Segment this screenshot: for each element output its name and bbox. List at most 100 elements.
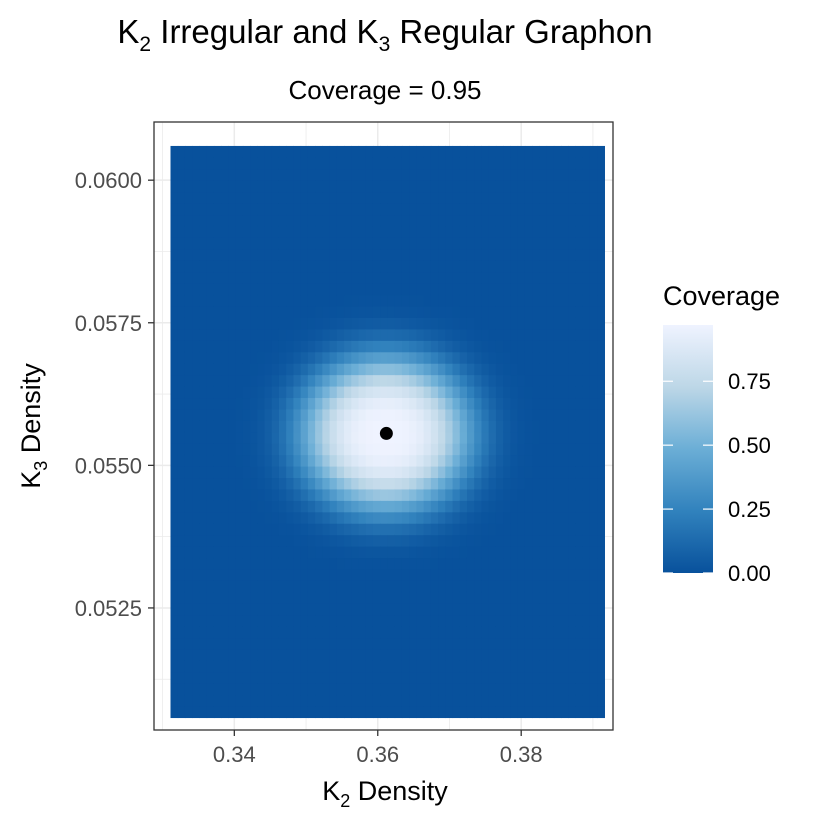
- heatmap-tile: [532, 157, 540, 170]
- heatmap-tile: [329, 283, 338, 296]
- heatmap-tile: [409, 408, 417, 421]
- heatmap-tile: [582, 443, 591, 456]
- heatmap-tile: [221, 237, 229, 250]
- heatmap-tile: [228, 683, 237, 696]
- heatmap-tile: [524, 283, 533, 296]
- heatmap-tile: [481, 511, 490, 524]
- heatmap-tile: [546, 385, 555, 399]
- heatmap-tile: [423, 225, 432, 238]
- heatmap-tile: [423, 305, 432, 318]
- heatmap-tile: [401, 340, 410, 353]
- heatmap-tile: [286, 145, 295, 158]
- heatmap-tile: [271, 488, 280, 501]
- heatmap-tile: [170, 397, 179, 410]
- heatmap-tile: [228, 523, 237, 536]
- heatmap-tile: [315, 351, 323, 364]
- heatmap-tile: [235, 443, 244, 456]
- heatmap-tile: [510, 511, 519, 524]
- heatmap-tile: [575, 168, 584, 181]
- heatmap-tile: [380, 340, 389, 353]
- heatmap-tile: [351, 706, 360, 719]
- heatmap-tile: [300, 523, 309, 536]
- heatmap-tile: [199, 351, 208, 364]
- heatmap-tile: [517, 168, 526, 181]
- heatmap-tile: [184, 363, 193, 376]
- heatmap-tile: [192, 420, 201, 433]
- heatmap-tile: [380, 397, 389, 410]
- heatmap-tile: [293, 626, 302, 639]
- heatmap-tile: [510, 557, 519, 570]
- heatmap-tile: [293, 374, 302, 387]
- heatmap-tile: [336, 374, 345, 387]
- heatmap-tile: [278, 534, 287, 547]
- heatmap-tile: [184, 305, 193, 318]
- heatmap-tile: [488, 568, 497, 581]
- heatmap-tile: [192, 225, 201, 238]
- heatmap-tile: [264, 168, 273, 181]
- heatmap-tile: [589, 465, 598, 479]
- heatmap-tile: [365, 591, 374, 604]
- heatmap-tile: [568, 683, 577, 696]
- heatmap-tile: [452, 637, 461, 650]
- heatmap-tile: [199, 500, 208, 513]
- heatmap-tile: [278, 694, 287, 707]
- heatmap-tile: [524, 488, 533, 501]
- heatmap-tile: [264, 477, 273, 490]
- heatmap-tile: [307, 534, 316, 547]
- heatmap-tile: [380, 191, 389, 204]
- heatmap-tile: [459, 706, 468, 719]
- heatmap-tile: [416, 523, 425, 536]
- heatmap-tile: [199, 488, 208, 501]
- heatmap-tile: [546, 500, 555, 513]
- heatmap-tile: [264, 431, 273, 444]
- heatmap-tile: [561, 683, 569, 696]
- heatmap-tile: [228, 500, 237, 513]
- heatmap-tile: [242, 374, 251, 387]
- heatmap-tile: [264, 294, 273, 307]
- heatmap-tile: [401, 706, 410, 719]
- heatmap-tile: [589, 637, 598, 650]
- heatmap-tile: [488, 271, 497, 284]
- heatmap-tile: [221, 294, 229, 307]
- heatmap-tile: [286, 443, 295, 456]
- heatmap-tile: [358, 706, 367, 719]
- heatmap-tile: [365, 328, 374, 341]
- heatmap-tile: [466, 626, 475, 639]
- heatmap-tile: [322, 637, 331, 650]
- legend-tick-label: 0.50: [728, 433, 771, 458]
- heatmap-tile: [481, 488, 490, 501]
- heatmap-tile: [329, 431, 338, 444]
- heatmap-tile: [293, 443, 302, 456]
- heatmap-tile: [452, 225, 461, 238]
- heatmap-tile: [365, 660, 374, 673]
- heatmap-tile: [423, 397, 432, 410]
- heatmap-tile: [459, 660, 468, 673]
- heatmap-tile: [503, 534, 511, 547]
- heatmap-tile: [264, 500, 273, 513]
- heatmap-tile: [430, 591, 439, 604]
- heatmap-tile: [481, 637, 490, 650]
- heatmap-tile: [221, 580, 229, 593]
- heatmap-tile: [582, 591, 591, 604]
- heatmap-tile: [589, 706, 598, 719]
- heatmap-tile: [466, 465, 475, 479]
- heatmap-tile: [466, 385, 475, 399]
- heatmap-tile: [401, 408, 410, 421]
- heatmap-tile: [575, 203, 584, 216]
- heatmap-tile: [597, 511, 605, 524]
- heatmap-tile: [213, 454, 222, 467]
- heatmap-tile: [445, 614, 454, 627]
- heatmap-tile: [286, 203, 295, 216]
- heatmap-tile: [170, 248, 179, 261]
- xlabel-sub: 2: [340, 791, 350, 811]
- heatmap-tile: [445, 557, 454, 570]
- heatmap-tile: [481, 168, 490, 181]
- heatmap-tile: [524, 145, 533, 158]
- heatmap-tile: [503, 694, 511, 707]
- heatmap-tile: [206, 317, 215, 330]
- heatmap-tile: [170, 294, 179, 307]
- heatmap-tile: [278, 511, 287, 524]
- heatmap-tile: [329, 614, 338, 627]
- heatmap-tile: [336, 648, 345, 661]
- heatmap-tile: [358, 168, 367, 181]
